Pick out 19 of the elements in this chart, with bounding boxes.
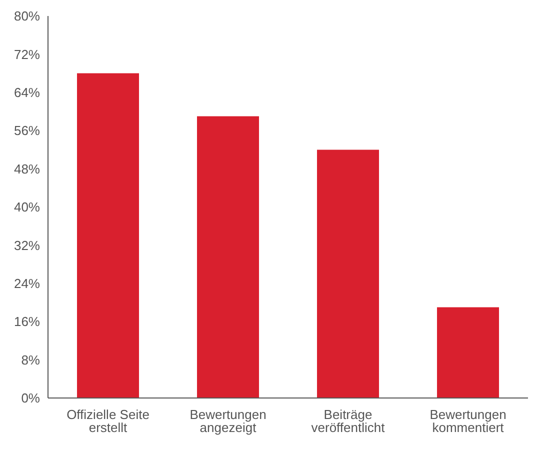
y-tick-label: 0% — [21, 390, 40, 406]
bar — [197, 116, 259, 398]
x-tick-label: Offizielle Seite erstellt — [66, 407, 150, 436]
bar — [317, 150, 379, 398]
y-tick-label: 32% — [14, 238, 40, 253]
x-tick-label: Beiträge veröffentlicht — [311, 407, 386, 436]
x-tick-label: Bewertungen angezeigt — [190, 407, 266, 436]
y-tick-label: 16% — [14, 314, 40, 330]
y-tick-label: 56% — [14, 123, 40, 138]
y-tick-label: 64% — [14, 85, 40, 100]
y-tick-label: 48% — [14, 161, 40, 176]
y-tick-label: 24% — [14, 276, 40, 292]
bar — [437, 307, 499, 398]
y-tick-label: 72% — [14, 46, 40, 62]
y-tick-label: 40% — [14, 200, 40, 215]
y-tick-label: 8% — [21, 352, 40, 368]
bar — [77, 73, 139, 398]
y-tick-label: 80% — [14, 8, 40, 24]
x-tick-label: Bewertungen kommentiert — [430, 407, 506, 436]
